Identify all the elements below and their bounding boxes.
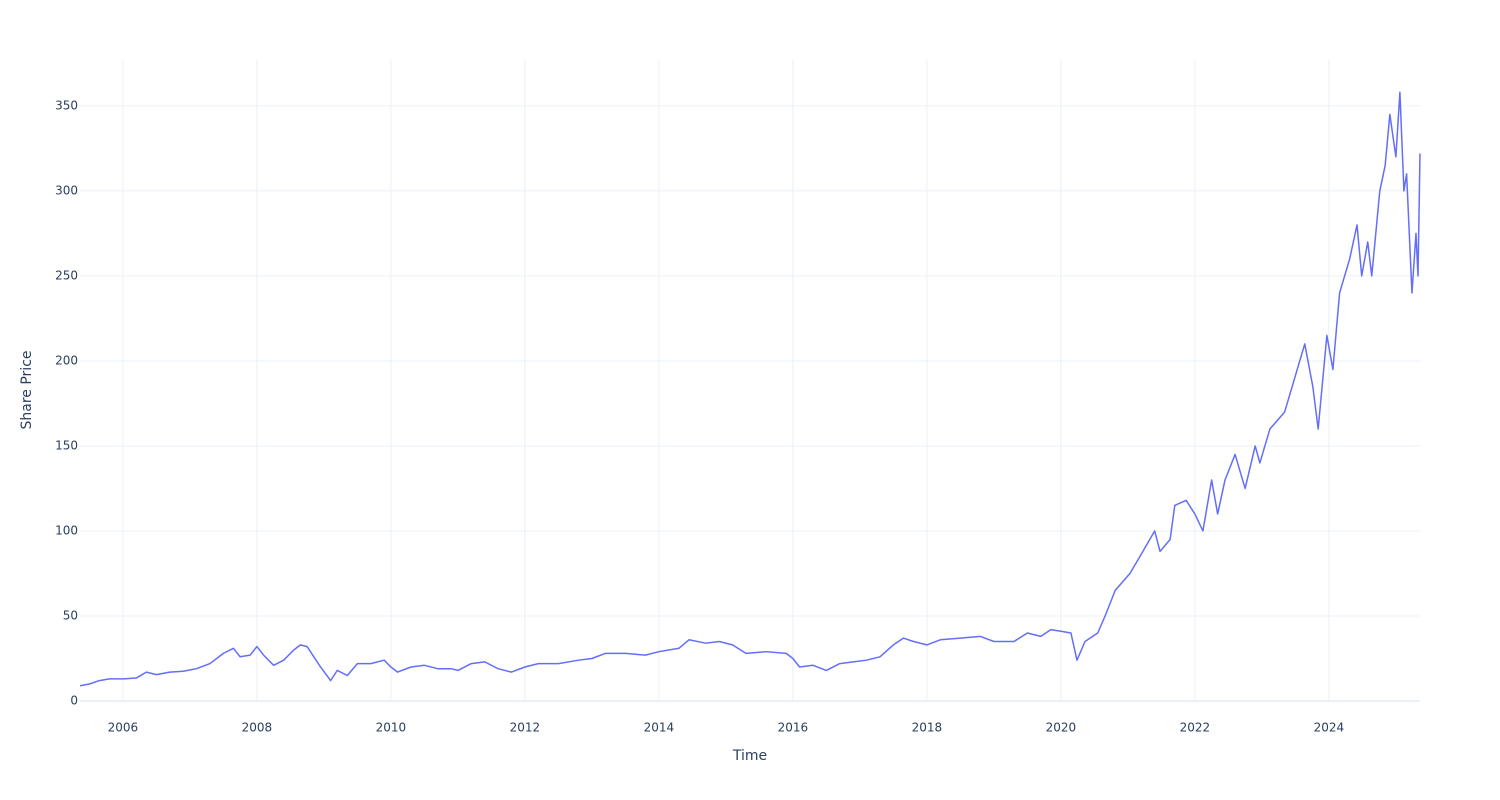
x-tick-label: 2006 bbox=[108, 721, 139, 735]
x-tick-label: 2010 bbox=[376, 721, 407, 735]
y-tick-label: 350 bbox=[55, 98, 78, 112]
x-tick-label: 2014 bbox=[644, 721, 675, 735]
y-tick-label: 250 bbox=[55, 268, 78, 282]
x-tick-label: 2008 bbox=[242, 721, 273, 735]
y-tick-label: 200 bbox=[55, 353, 78, 367]
x-tick-label: 2016 bbox=[778, 721, 809, 735]
x-tick-label: 2020 bbox=[1046, 721, 1077, 735]
x-tick-label: 2012 bbox=[510, 721, 541, 735]
x-tick-label: 2022 bbox=[1180, 721, 1211, 735]
x-tick-label: 2024 bbox=[1314, 721, 1345, 735]
y-tick-label: 100 bbox=[55, 523, 78, 537]
price-line bbox=[79, 91, 1421, 687]
y-tick-label: 50 bbox=[63, 608, 78, 622]
x-tick-label: 2018 bbox=[912, 721, 943, 735]
x-axis-title: Time bbox=[732, 748, 767, 764]
y-tick-label: 300 bbox=[55, 183, 78, 197]
y-axis-title: Share Price bbox=[19, 350, 35, 429]
y-tick-label: 0 bbox=[70, 694, 78, 708]
y-tick-label: 150 bbox=[55, 438, 78, 452]
